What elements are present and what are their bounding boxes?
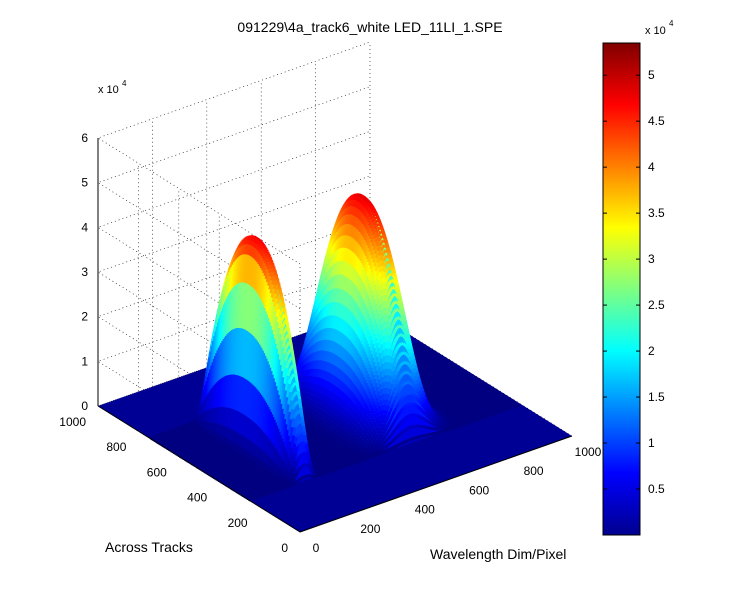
gridline-z-level [97, 41, 371, 265]
chart-title: 091229\4a_track6_white LED_11LI_1.SPE [237, 19, 502, 35]
chart-title-group: 091229\4a_track6_white LED_11LI_1.SPE [237, 19, 502, 35]
surface-plot [98, 193, 572, 532]
